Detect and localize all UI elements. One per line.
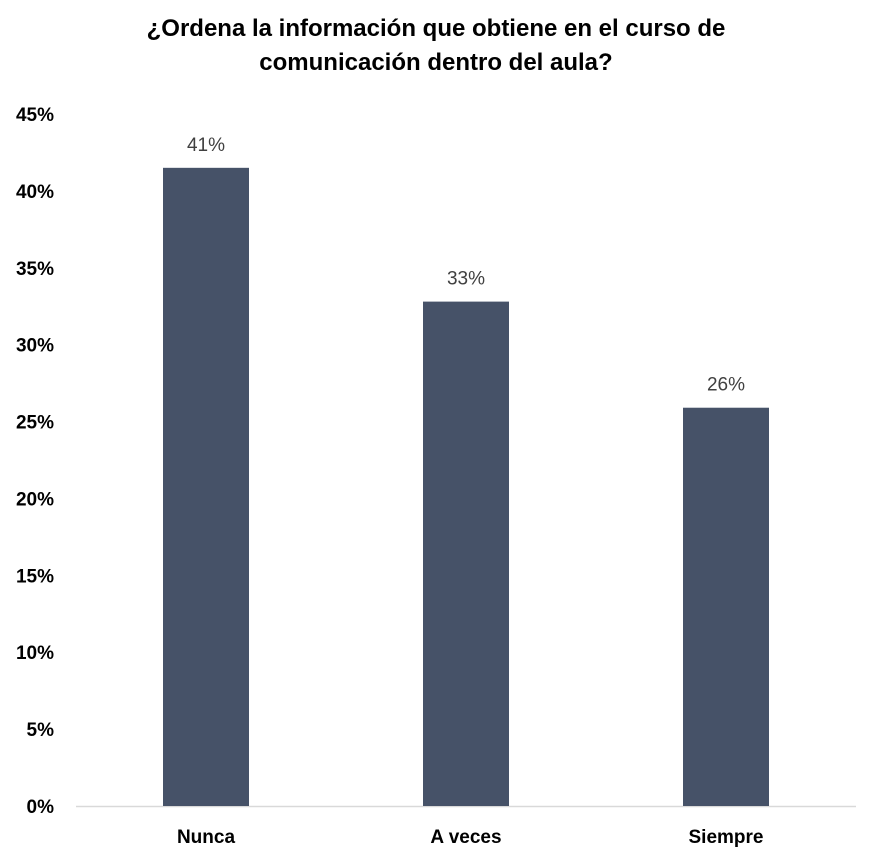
y-tick-label: 15% [16, 566, 54, 587]
y-tick-label: 5% [27, 720, 55, 741]
y-tick-label: 25% [16, 413, 54, 434]
chart-title: ¿Ordena la información que obtiene en el… [146, 15, 726, 76]
bar-a-veces [423, 301, 509, 806]
y-tick-label: 40% [16, 182, 54, 203]
y-tick-label: 45% [16, 105, 54, 126]
x-tick-label: Siempre [689, 827, 764, 847]
y-tick-label: 30% [16, 336, 54, 357]
y-tick-label: 35% [16, 259, 54, 280]
x-tick-label: A veces [430, 827, 501, 847]
y-tick-label: 0% [27, 797, 55, 818]
x-tick-label: Nunca [177, 827, 236, 847]
data-label: 41% [187, 135, 225, 156]
y-tick-label: 20% [16, 489, 54, 510]
data-label: 33% [447, 269, 485, 290]
data-label: 26% [707, 375, 745, 396]
y-tick-label: 10% [16, 643, 54, 664]
bar-siempre [683, 407, 769, 806]
bar-nunca [163, 167, 249, 807]
